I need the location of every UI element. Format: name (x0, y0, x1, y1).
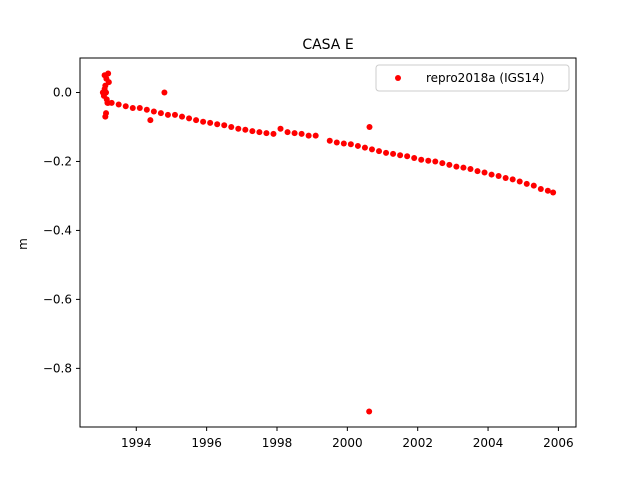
y-axis-ticks: 0.0 −0.2 −0.4 −0.6 −0.8 (43, 85, 80, 375)
data-point (115, 101, 122, 108)
x-tick-label: 2000 (332, 436, 363, 450)
data-point (544, 187, 551, 194)
data-point (171, 111, 178, 118)
data-point (103, 89, 110, 96)
data-point (340, 140, 347, 147)
data-point (263, 130, 270, 137)
legend-box (375, 64, 570, 92)
data-point (136, 105, 143, 112)
data-point (193, 117, 200, 124)
data-point (161, 89, 168, 96)
x-tick-label: 2006 (543, 436, 574, 450)
legend-marker (395, 75, 401, 81)
data-point (495, 172, 502, 179)
data-point (550, 189, 557, 196)
data-point (383, 149, 390, 156)
data-point (179, 113, 186, 120)
x-tick-label: 1998 (262, 436, 293, 450)
data-points (99, 70, 557, 415)
legend-label: repro2018a (IGS14) (426, 71, 544, 85)
data-point (305, 132, 312, 139)
data-point (270, 130, 277, 137)
data-point (488, 171, 495, 178)
data-point (326, 137, 333, 144)
data-point (390, 150, 397, 157)
data-point (509, 176, 516, 183)
data-point (221, 122, 228, 129)
y-tick-label: −0.2 (43, 154, 72, 168)
data-point (277, 125, 284, 132)
data-point (460, 164, 467, 171)
data-point (129, 105, 136, 112)
x-axis-ticks: 1994 1996 1998 2000 2002 2004 2006 (121, 427, 574, 450)
data-point (122, 103, 129, 110)
data-point (164, 111, 171, 118)
data-point (200, 118, 207, 125)
data-point (474, 168, 481, 175)
data-point (432, 158, 439, 165)
data-point (418, 156, 425, 163)
data-point (516, 178, 523, 185)
data-point (333, 139, 340, 146)
data-point (376, 148, 383, 155)
data-point (425, 157, 432, 164)
data-point (397, 152, 404, 159)
y-tick-label: −0.6 (43, 292, 72, 306)
data-point (481, 169, 488, 176)
plot-frame (79, 57, 577, 428)
data-point (207, 119, 214, 126)
data-point (453, 163, 460, 170)
data-point (446, 161, 453, 168)
data-point (312, 132, 319, 139)
data-point (235, 125, 242, 132)
x-tick-label: 2002 (402, 436, 433, 450)
data-point (186, 115, 193, 122)
data-point (439, 160, 446, 167)
data-point (242, 126, 249, 133)
data-point (157, 110, 164, 117)
data-point (256, 129, 263, 136)
data-point (354, 142, 361, 149)
y-axis-label: m (16, 238, 30, 250)
data-point (228, 123, 235, 130)
data-point (467, 166, 474, 173)
data-point (366, 408, 373, 415)
y-tick-label: −0.8 (43, 361, 72, 375)
y-tick-label: −0.4 (43, 223, 72, 237)
data-point (347, 141, 354, 148)
data-point (361, 144, 368, 151)
data-point (523, 180, 530, 187)
data-point (103, 110, 110, 117)
x-tick-label: 2004 (473, 436, 504, 450)
x-tick-label: 1996 (191, 436, 222, 450)
data-point (150, 108, 157, 115)
data-point (105, 79, 112, 86)
data-point (143, 106, 150, 113)
data-point (249, 128, 256, 135)
data-point (291, 130, 298, 137)
data-point (366, 123, 373, 130)
chart-title: CASA E (302, 37, 353, 53)
data-point (298, 130, 305, 137)
legend: repro2018a (IGS14) (375, 64, 570, 92)
data-point (368, 146, 375, 153)
data-point (105, 70, 112, 77)
data-point (411, 155, 418, 162)
data-point (214, 121, 221, 128)
data-point (537, 186, 544, 193)
data-point (284, 129, 291, 136)
data-point (502, 175, 509, 182)
data-point (404, 153, 411, 160)
x-tick-label: 1994 (121, 436, 152, 450)
y-tick-label: 0.0 (53, 85, 72, 99)
data-point (108, 99, 115, 106)
data-point (530, 182, 537, 189)
data-point (147, 117, 154, 124)
